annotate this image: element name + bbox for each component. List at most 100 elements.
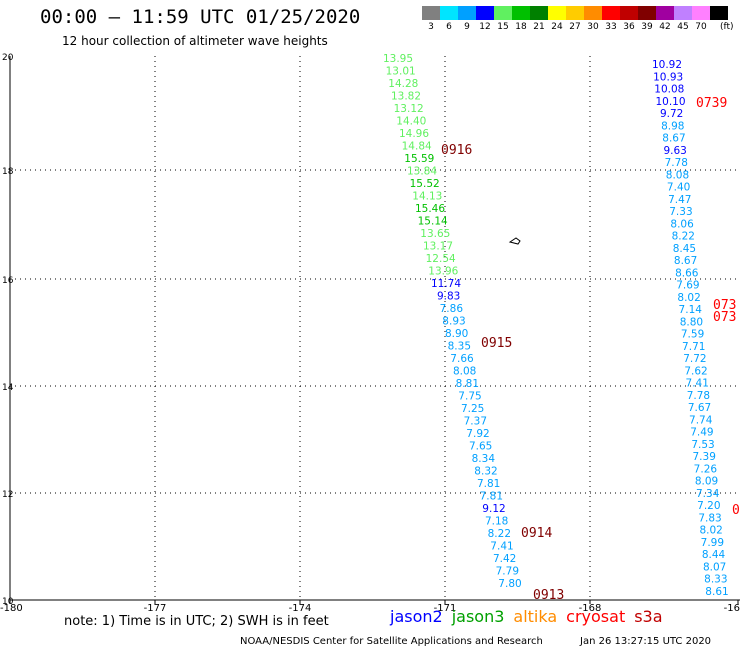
color-scale-label: 15 <box>497 22 509 32</box>
wave-height-value: 10.93 <box>653 71 683 83</box>
satellite-legend-item: s3a <box>634 607 663 626</box>
color-scale-label: 42 <box>659 22 671 32</box>
wave-height-value: 7.81 <box>477 478 500 490</box>
wave-height-value: 8.02 <box>699 525 722 537</box>
color-scale-label: 18 <box>515 22 527 32</box>
color-scale-label: 12 <box>479 22 491 32</box>
wave-height-value: 15.59 <box>404 153 434 165</box>
color-scale-swatch <box>674 6 692 20</box>
wave-height-value: 7.20 <box>697 500 720 512</box>
color-scale-swatch <box>584 6 602 20</box>
wave-height-value: 8.32 <box>474 466 497 478</box>
wave-height-value: 7.92 <box>466 428 489 440</box>
color-scale-label: 36 <box>623 22 635 32</box>
color-scale-swatch <box>656 6 674 20</box>
wave-height-value: 7.26 <box>694 463 718 475</box>
wave-height-value: 7.65 <box>469 441 492 453</box>
wave-height-value: 7.41 <box>490 541 513 553</box>
wave-height-value: 14.40 <box>396 116 426 128</box>
page-title: 00:00 – 11:59 UTC 01/25/2020 <box>40 6 361 28</box>
wave-height-value: 13.01 <box>386 66 416 78</box>
wave-height-value: 8.67 <box>662 133 685 145</box>
color-scale-label: 39 <box>641 22 653 32</box>
lon-label: -177 <box>144 603 167 614</box>
color-scale-swatch <box>548 6 566 20</box>
wave-height-value: 13.84 <box>407 166 437 178</box>
wave-height-value: 8.93 <box>442 316 465 328</box>
wave-height-value: 8.45 <box>673 243 696 255</box>
satellite-legend-item: jason2 <box>390 607 443 626</box>
wave-height-value: 8.08 <box>453 366 476 378</box>
wave-height-value: 7.67 <box>688 402 711 414</box>
color-scale-label: 70 <box>695 22 707 32</box>
wave-height-value: 7.53 <box>691 439 714 451</box>
wave-height-value: 7.66 <box>450 353 474 365</box>
lat-label: 14 <box>2 383 14 393</box>
color-scale-swatch <box>692 6 710 20</box>
wave-height-value: 7.69 <box>676 280 699 292</box>
wave-height-value: 8.67 <box>674 255 697 267</box>
wave-height-value: 7.59 <box>681 329 704 341</box>
wave-height-value: 13.12 <box>394 103 424 115</box>
wave-height-value: 7.74 <box>689 414 713 426</box>
lat-label: 18 <box>2 167 14 177</box>
wave-height-value: 14.96 <box>399 128 429 140</box>
wave-height-value: 8.33 <box>704 574 727 586</box>
color-scale-swatch <box>638 6 656 20</box>
lon-label: -16 <box>724 603 740 614</box>
color-scale-swatch <box>458 6 476 20</box>
wave-height-value: 15.14 <box>418 216 448 228</box>
lat-label: 10 <box>2 597 14 607</box>
wave-height-value: 8.06 <box>670 218 694 230</box>
color-scale-swatch <box>494 6 512 20</box>
color-scale-label: 9 <box>464 22 470 32</box>
wave-height-value: 13.82 <box>391 91 421 103</box>
color-scale-label: 21 <box>533 22 545 32</box>
wave-height-value: 8.08 <box>666 169 689 181</box>
wave-height-value: 7.39 <box>693 451 716 463</box>
page-subtitle: 12 hour collection of altimeter wave hei… <box>62 34 328 48</box>
color-scale-swatch <box>602 6 620 20</box>
wave-height-value: 7.81 <box>480 491 503 503</box>
wave-height-value: 7.34 <box>696 488 720 500</box>
wave-height-value: 7.47 <box>668 194 691 206</box>
wave-height-value: 7.83 <box>698 512 721 524</box>
pass-time-label: 0915 <box>481 336 512 351</box>
lat-label: 16 <box>2 276 14 286</box>
color-scale-label: 45 <box>677 22 689 32</box>
wave-height-value: 7.42 <box>493 553 516 565</box>
pass-time-label: 0914 <box>521 526 552 541</box>
wave-height-value: 7.14 <box>679 304 703 316</box>
wave-height-value: 14.28 <box>388 78 418 90</box>
wave-height-value: 7.49 <box>690 427 713 439</box>
wave-height-value: 7.80 <box>498 578 521 590</box>
lon-label: -168 <box>579 603 602 614</box>
color-scale-swatch <box>530 6 548 20</box>
wave-height-value: 8.07 <box>703 561 726 573</box>
color-scale-swatch <box>620 6 638 20</box>
wave-height-value: 8.66 <box>675 267 699 279</box>
wave-height-value: 7.71 <box>682 341 705 353</box>
satellite-legend-item: jason3 <box>451 607 505 626</box>
generation-timestamp: Jan 26 13:27:15 UTC 2020 <box>580 636 712 647</box>
wave-height-value: 9.63 <box>663 145 686 157</box>
color-scale-swatch <box>422 6 440 20</box>
satellite-legend: jason2 jason3 altika cryosat s3a <box>390 607 672 626</box>
wave-height-value: 10.08 <box>654 84 684 96</box>
wave-height-value: 10.92 <box>652 59 682 71</box>
wave-height-value: 8.22 <box>488 528 511 540</box>
wave-height-value: 7.99 <box>701 537 724 549</box>
wave-height-value: 8.98 <box>661 120 684 132</box>
lon-label: -174 <box>289 603 312 614</box>
wave-height-value: 7.79 <box>496 566 519 578</box>
wave-height-value: 8.61 <box>705 586 728 598</box>
color-scale-label: 30 <box>587 22 599 32</box>
satellite-legend-item: altika <box>513 607 558 626</box>
wave-height-value: 8.44 <box>702 549 726 561</box>
wave-height-value: 7.18 <box>485 516 508 528</box>
wave-height-value: 13.65 <box>420 228 450 240</box>
wave-height-value: 7.25 <box>461 403 484 415</box>
pass-time-label: 0913 <box>533 588 564 603</box>
wave-height-value: 7.78 <box>687 390 710 402</box>
wave-height-value: 8.09 <box>695 476 718 488</box>
